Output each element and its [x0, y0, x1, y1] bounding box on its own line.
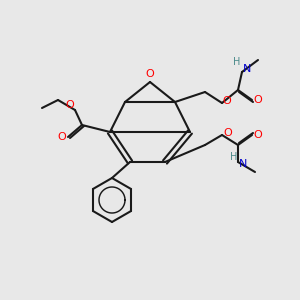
Text: O: O — [254, 95, 262, 105]
Text: N: N — [243, 64, 251, 74]
Text: N: N — [239, 159, 247, 169]
Text: H: H — [230, 152, 238, 162]
Text: O: O — [223, 96, 231, 106]
Text: O: O — [146, 69, 154, 79]
Text: H: H — [233, 57, 241, 67]
Text: O: O — [254, 130, 262, 140]
Text: O: O — [224, 128, 232, 138]
Text: O: O — [66, 100, 74, 110]
Text: O: O — [58, 132, 66, 142]
